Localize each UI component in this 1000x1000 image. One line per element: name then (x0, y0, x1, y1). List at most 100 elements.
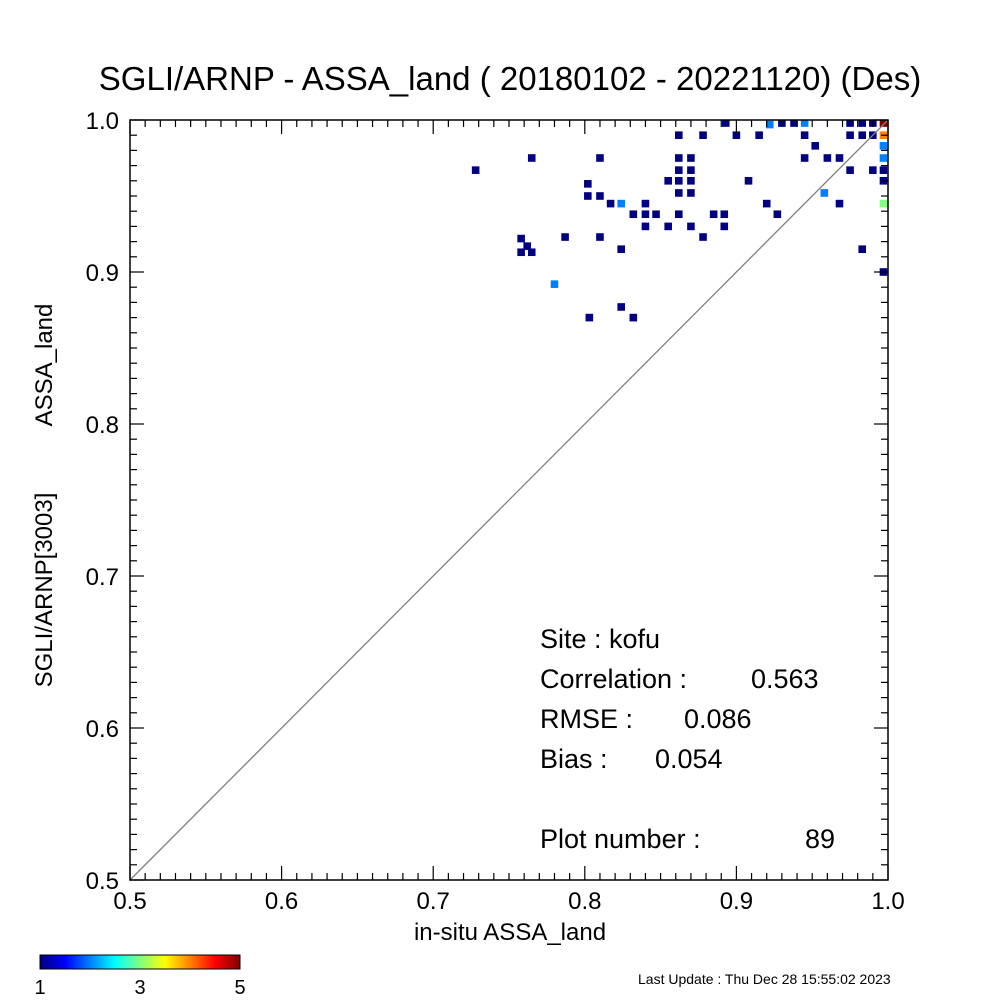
heatmap-cell (617, 199, 625, 208)
heatmap-cell (846, 131, 854, 139)
heatmap-cell (858, 120, 867, 127)
heatmap-cell (585, 313, 594, 322)
heatmap-cell (811, 142, 820, 150)
y-tick-label: 0.5 (86, 868, 119, 895)
bias-label: Bias : (540, 744, 608, 774)
bias-value: 0.054 (655, 744, 723, 774)
heatmap-cell (879, 154, 888, 162)
heatmap-cell (800, 120, 809, 127)
stats-block: Site : kofu Correlation : 0.563 RMSE : 0… (540, 624, 835, 854)
heatmap-cell (629, 313, 638, 322)
colorbar-tick-label: 5 (234, 977, 245, 999)
site-label: Site : kofu (540, 624, 660, 654)
heatmap-cell (687, 177, 695, 185)
heatmap-cell (687, 166, 695, 174)
x-tick-label: 0.7 (417, 888, 450, 915)
one-to-one-line (129, 119, 889, 881)
heatmap-cell (641, 210, 650, 219)
heatmap-cell (664, 177, 672, 185)
chart-title: SGLI/ARNP - ASSA_land ( 20180102 - 20221… (99, 60, 921, 97)
heatmap-cell (617, 245, 625, 253)
heatmap-cell (835, 154, 844, 162)
tick-labels: 0.5 0.6 0.7 0.8 0.9 1.0 0.5 0.6 0.7 0.8 0.9 1.0 (86, 108, 905, 915)
heatmap-cell (879, 166, 888, 174)
colorbar-labels: 1 3 5 (34, 977, 245, 999)
heatmap-cell (523, 242, 531, 250)
heatmap-cell (744, 177, 753, 185)
heatmap-cell (820, 189, 829, 197)
heatmap-cell (584, 192, 592, 200)
heatmap-cell (879, 120, 888, 127)
x-tick-label: 0.5 (113, 888, 146, 915)
heatmap-cell (675, 154, 683, 162)
y-tick-label: 0.8 (86, 412, 119, 439)
heatmap-cell (617, 303, 625, 311)
colorbar-tick-label: 3 (134, 977, 145, 999)
heatmap-cell (596, 192, 604, 200)
heatmap-cell (641, 222, 650, 231)
heatmap-cell (527, 154, 536, 162)
last-update: Last Update : Thu Dec 28 15:55:02 2023 (638, 971, 891, 987)
heatmap-cell (755, 131, 763, 139)
rmse-label: RMSE : (540, 704, 633, 734)
heatmap-cell (687, 154, 695, 162)
heatmap-cell (699, 131, 707, 139)
heatmap-cell (687, 189, 695, 197)
heatmap-cell (527, 248, 536, 257)
heatmap-cell (765, 120, 774, 129)
heatmap-cell (709, 210, 718, 219)
heatmap-cell (606, 199, 615, 208)
heatmap-cells (471, 120, 888, 322)
heatmap-cell (869, 166, 877, 174)
axis-ticks (129, 119, 889, 881)
rmse-value: 0.086 (684, 704, 752, 734)
heatmap-cell (641, 199, 650, 208)
heatmap-cell (471, 166, 480, 174)
heatmap-cell (664, 222, 672, 231)
heatmap-cell (732, 131, 741, 139)
correlation-value: 0.563 (751, 664, 819, 694)
heatmap-cell (550, 280, 559, 288)
heatmap-cell (720, 222, 729, 231)
heatmap-cell (858, 245, 867, 253)
heatmap-cell (675, 166, 683, 174)
heatmap-cell (790, 120, 798, 127)
y-tick-label: 0.7 (86, 564, 119, 591)
heatmap-cell (675, 131, 683, 139)
heatmap-cell (675, 210, 683, 219)
heatmap-cell (835, 199, 844, 208)
heatmap-cell (773, 210, 782, 219)
heatmap-cell (721, 120, 730, 127)
y-tick-label: 1.0 (86, 108, 119, 135)
heatmap-cell (629, 210, 638, 219)
heatmap-cell (720, 210, 729, 219)
x-tick-label: 1.0 (871, 888, 904, 915)
heatmap-cell (879, 199, 888, 208)
x-tick-label: 0.6 (265, 888, 298, 915)
heatmap-cell (675, 177, 683, 185)
heatmap-cell (596, 154, 604, 162)
heatmap-cell (846, 120, 854, 127)
x-tick-label: 0.9 (720, 888, 753, 915)
heatmap-cell (762, 199, 771, 208)
y-axis-label-line1: ASSA_land (31, 304, 58, 427)
heatmap-cell (687, 222, 695, 231)
x-tick-label: 0.8 (568, 888, 601, 915)
heatmap-cell (596, 233, 604, 241)
plot-number-label: Plot number : (540, 824, 701, 854)
heatmap-cell (800, 154, 809, 162)
colorbar-tick-label: 1 (34, 977, 45, 999)
heatmap-cell (652, 210, 660, 219)
heatmap-cell (858, 131, 867, 139)
heatmap-cell (846, 166, 854, 174)
heatmap-cell (675, 189, 683, 197)
correlation-label: Correlation : (540, 664, 687, 694)
colorbar (39, 954, 241, 970)
y-tick-label: 0.6 (86, 716, 119, 743)
x-axis-label: in-situ ASSA_land (414, 919, 606, 946)
heatmap-cell (879, 142, 888, 150)
heatmap-cell (561, 233, 569, 241)
y-axis-label-line2: SGLI/ARNP[3003] (31, 493, 58, 688)
heatmap-cell (517, 234, 525, 243)
